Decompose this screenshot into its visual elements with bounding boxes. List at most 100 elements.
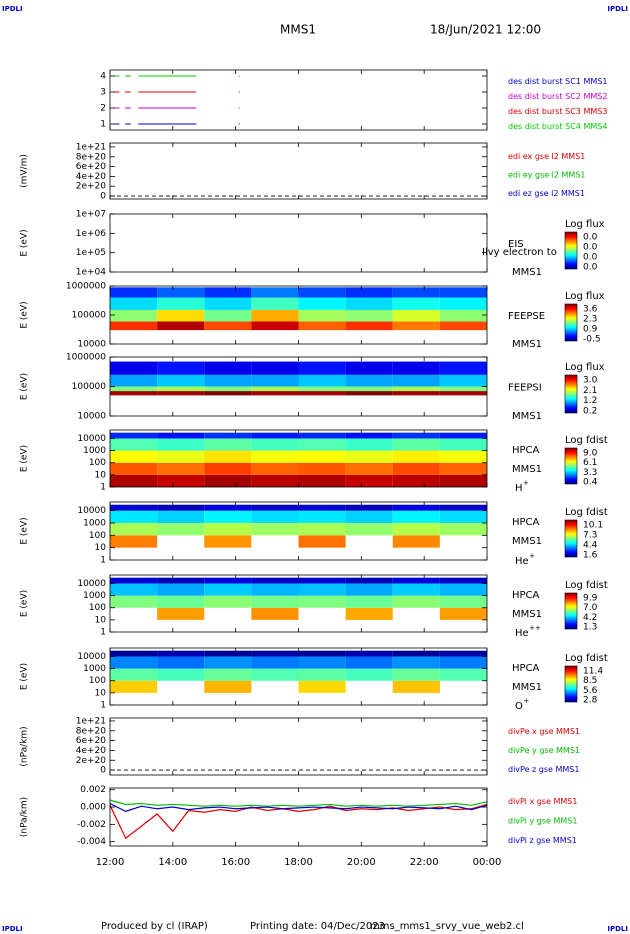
spectrogram-cell <box>392 297 440 310</box>
spectrogram-cell <box>157 474 205 487</box>
y-tick-label: 0.000 <box>80 803 106 813</box>
spectrogram-cell <box>439 522 487 536</box>
spectrogram-cell <box>392 583 440 596</box>
colorbar-tick-label: 9.9 <box>583 594 598 604</box>
spectrogram-cell <box>298 522 346 536</box>
spectrogram-cell <box>298 361 346 375</box>
spectrogram-cell <box>298 583 346 596</box>
spectrogram-cell <box>251 432 299 439</box>
instrument-label: HPCA <box>512 663 540 674</box>
corner-label: IPDLI <box>607 925 628 933</box>
legend-entry: divPe z gse MMS1 <box>508 765 579 774</box>
y-tick-label: 1000000 <box>66 282 106 292</box>
spectrogram-cell <box>110 504 158 511</box>
spectrogram-cell <box>298 504 346 511</box>
colorbar-tick-label: 10.1 <box>583 521 603 531</box>
spectrogram-cell <box>204 287 252 298</box>
colorbar <box>564 665 578 703</box>
y-axis-label: E (eV) <box>20 373 30 400</box>
spectrogram-cell <box>392 595 440 608</box>
y-tick-label: 2 <box>100 104 106 114</box>
spectrogram-cell <box>251 607 299 620</box>
species-label: O <box>515 701 523 712</box>
footer-date: Printing date: 04/Dec/2023 <box>250 921 385 932</box>
spectrogram-cell <box>298 450 346 463</box>
y-axis-label: E (eV) <box>20 445 30 472</box>
spectrogram-cell <box>392 656 440 669</box>
spacecraft-label: MMS1 <box>512 464 542 475</box>
spectrogram-cell <box>110 510 158 523</box>
spectrogram-cell <box>439 287 487 298</box>
spectrogram-cell <box>345 374 393 387</box>
colorbar-label: Log flux <box>565 291 605 302</box>
spectrogram-cell <box>204 432 252 439</box>
y-tick-label: 10000 <box>77 506 106 516</box>
instrument-label: FEEPSI <box>508 383 542 394</box>
spectrogram-cell <box>251 287 299 298</box>
spectrogram-cell <box>157 510 205 523</box>
series-line <box>109 803 488 840</box>
spectrogram-cell <box>110 577 158 584</box>
y-tick-label: 1e+21 <box>76 142 106 152</box>
instrument-label: FEEPSE <box>508 311 545 322</box>
y-tick-label: 1000 <box>83 446 106 456</box>
spectrogram-cell <box>392 504 440 511</box>
spectrogram-cell <box>298 287 346 298</box>
y-tick-label: 0 <box>100 766 106 776</box>
spectrogram-cell <box>204 374 252 387</box>
spectrogram-cell <box>157 432 205 439</box>
spectrogram-cell <box>204 361 252 375</box>
date: 18/Jun/2021 12:00 <box>430 23 541 37</box>
spectrogram-cell <box>392 321 440 331</box>
spectrogram-cell <box>251 450 299 463</box>
spectrogram-cell <box>110 583 158 596</box>
colorbar <box>564 447 578 485</box>
spectrogram-cell <box>298 391 346 396</box>
y-axis-label: E (eV) <box>20 301 30 328</box>
colorbar-tick-label: 0.0 <box>583 233 598 243</box>
spectrogram-cell <box>392 522 440 536</box>
spectrogram-cell <box>157 504 205 511</box>
spectrogram-cell <box>439 656 487 669</box>
spectrogram-cell <box>157 462 205 475</box>
spectrogram-cell <box>439 361 487 375</box>
spectrogram-cell <box>204 462 252 475</box>
legend-entry: divPe x gse MMS1 <box>508 727 580 736</box>
colorbar-tick-label: 3.0 <box>583 376 598 386</box>
title: MMS1 <box>280 23 316 37</box>
species-label: He <box>515 628 529 639</box>
spectrogram-cell <box>157 595 205 608</box>
spectrogram-cell <box>110 474 158 487</box>
colorbar-label: Log fdist <box>565 507 608 518</box>
colorbar <box>564 303 578 342</box>
legend-entry: des dist burst SC4 MMS4 <box>508 122 607 131</box>
y-tick-label: 10000 <box>77 412 106 422</box>
y-tick-label: 2e+20 <box>76 756 107 766</box>
y-tick-label: 100 <box>89 458 106 468</box>
spectrogram-cell <box>298 668 346 681</box>
colorbar-tick-label: 8.5 <box>583 676 597 686</box>
colorbar-tick-label: 1.2 <box>583 396 597 406</box>
spectrogram-cell <box>251 361 299 375</box>
y-axis-label: (nPa/km) <box>20 797 30 837</box>
spectrogram-cell <box>157 450 205 463</box>
spectrogram-cell <box>345 650 393 657</box>
spectrogram-cell <box>110 361 158 375</box>
colorbar-tick-label: -0.5 <box>583 335 601 345</box>
y-tick-label: 10 <box>95 470 107 480</box>
spectrogram-cell <box>298 656 346 669</box>
x-tick-label: 20:00 <box>347 857 376 868</box>
spectrogram-cell <box>157 438 205 451</box>
spectrogram-cell <box>439 450 487 463</box>
spectrogram-cell <box>392 386 440 392</box>
spectrogram-cell <box>392 462 440 475</box>
spectrogram-cell <box>439 297 487 310</box>
colorbar-tick-label: 4.2 <box>583 613 597 623</box>
y-tick-label: 100 <box>89 531 106 541</box>
spectrogram-cell <box>251 474 299 487</box>
x-tick-label: 00:00 <box>473 857 502 868</box>
spectrogram-cell <box>204 595 252 608</box>
colorbar-label: Log flux <box>565 219 605 230</box>
colorbar-label: Log fdist <box>565 435 608 446</box>
x-tick-label: 14:00 <box>158 857 187 868</box>
